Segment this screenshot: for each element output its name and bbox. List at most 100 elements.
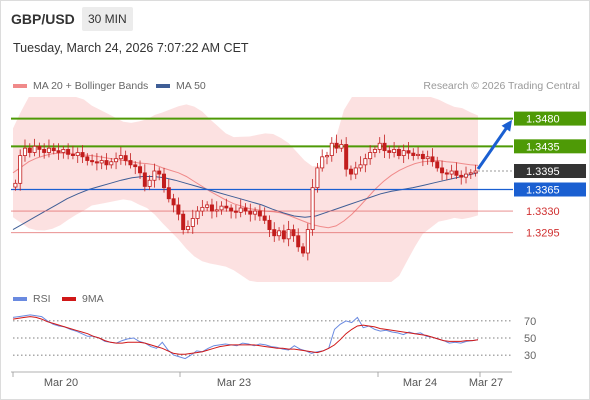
candle-body [18,155,23,184]
candle-body [257,210,262,217]
level-tag [514,139,586,154]
candle-body [425,156,430,160]
candle-body [90,160,95,163]
candle-body [248,210,253,215]
candle-body [449,170,454,175]
candle-body [219,205,224,211]
candle-body [363,158,368,166]
candle-body [348,168,353,175]
candle-body [253,210,258,215]
candle-body [382,142,387,152]
symbol-title: GBP/USD [11,11,75,27]
candle-body [454,170,459,176]
candle-body [171,198,176,206]
level-label: 1.3330 [526,206,560,218]
candle-body [468,172,473,175]
candle-body [195,210,200,219]
candle-body [301,246,306,254]
candle-body [440,167,445,174]
candle-body [387,150,392,153]
candle-body [51,147,56,152]
ma20-swatch [13,84,27,88]
level-tag [514,182,586,197]
forecast-arrow-shaft [476,124,510,170]
level-label: 1.3295 [526,228,560,240]
candle-body [406,150,411,154]
candle-body [392,149,397,153]
legend-ma9: 9MA [62,293,104,305]
candle-body [233,210,238,213]
candle-body [420,153,425,160]
candle-body [142,172,147,187]
candle-body [152,170,157,181]
candle-body [75,152,80,156]
candle-body [329,142,334,156]
candle-body [464,173,469,178]
x-tick-label: Mar 24 [403,377,437,389]
rsi-ma9-line [12,316,479,355]
candle-body [118,155,123,160]
candle-body [42,149,47,153]
candle-body [286,229,291,240]
rsi-line [12,314,479,360]
candle-body [185,226,190,230]
level-tag [514,164,586,178]
candle-body [243,207,248,212]
candle-body [377,142,382,150]
candle-body [56,150,61,153]
candle-body [353,167,358,175]
candle-body [430,156,435,163]
candle-body [214,209,219,212]
candle-body [27,147,32,153]
candle-body [104,160,109,166]
x-tick-label: Mar 20 [44,377,78,389]
candle-body [80,152,85,158]
candle-body [66,149,71,155]
level-label: 1.3480 [526,114,560,126]
candle-body [22,147,27,156]
candle-body [224,205,229,209]
candle-body [128,160,133,166]
candle-body [296,235,301,248]
candle-body [190,218,195,227]
timeframe-badge[interactable]: 30 MIN [82,7,133,31]
datetime-label: Tuesday, March 24, 2026 7:07:22 AM CET [13,41,249,55]
candle-body [310,187,315,230]
level-label: 1.3365 [526,185,560,197]
candle-body [37,145,42,150]
level-tag [514,111,586,126]
candle-body [267,219,272,230]
candle-body [109,161,114,166]
candle-body [229,207,234,212]
candle-body [238,207,243,213]
ma50-swatch [156,84,170,88]
candle-body [205,204,210,208]
legend-ma9-label: 9MA [82,293,104,305]
x-tick-label: Mar 27 [469,377,503,389]
credit-label: Research © 2026 Trading Central [423,80,580,92]
candle-body [99,160,104,164]
candle-body [334,142,339,149]
candle-body [176,204,181,215]
chart-header: GBP/USD 30 MIN [0,0,590,36]
candle-body [94,161,99,164]
candle-body [133,164,138,168]
candle-body [157,170,162,175]
candle-body [70,153,75,156]
legend-rsi: RSI [13,293,51,305]
level-label: 1.3435 [526,141,560,153]
legend-ma50: MA 50 [156,80,206,92]
candle-body [305,229,310,254]
candle-body [358,164,363,169]
candle-body [277,230,282,237]
candle-body [209,204,214,212]
candle-body [123,155,128,161]
rsi-tick-label: 30 [524,350,536,362]
candle-body [411,152,416,156]
candle-body [473,170,478,174]
legend-ma50-label: MA 50 [176,80,206,92]
candle-body [181,213,186,230]
ma9-swatch [62,297,76,301]
candle-body [396,149,401,156]
